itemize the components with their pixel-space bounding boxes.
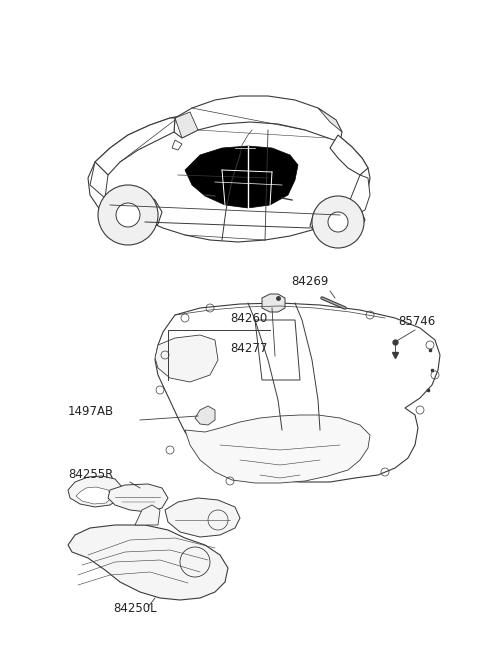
- Polygon shape: [155, 335, 218, 382]
- Text: 85746: 85746: [398, 315, 435, 328]
- Polygon shape: [90, 162, 108, 198]
- Polygon shape: [175, 112, 198, 138]
- Text: 84260: 84260: [230, 312, 267, 325]
- Polygon shape: [76, 487, 112, 504]
- Polygon shape: [318, 108, 342, 132]
- Text: 84277: 84277: [230, 342, 267, 355]
- Text: 84255R: 84255R: [68, 468, 113, 481]
- Polygon shape: [100, 192, 162, 234]
- Polygon shape: [165, 498, 240, 537]
- Polygon shape: [68, 525, 228, 600]
- Polygon shape: [174, 96, 342, 142]
- Polygon shape: [195, 406, 215, 425]
- Polygon shape: [172, 140, 182, 150]
- Circle shape: [98, 185, 158, 245]
- Polygon shape: [68, 476, 122, 507]
- Polygon shape: [135, 505, 160, 525]
- Polygon shape: [310, 200, 365, 240]
- Polygon shape: [95, 118, 175, 175]
- Polygon shape: [348, 175, 370, 215]
- Polygon shape: [185, 415, 370, 483]
- Circle shape: [116, 203, 140, 227]
- Text: 84250L: 84250L: [113, 602, 157, 615]
- Circle shape: [328, 212, 348, 232]
- Polygon shape: [262, 294, 285, 312]
- Text: 84269: 84269: [291, 275, 329, 288]
- Polygon shape: [330, 135, 368, 175]
- Polygon shape: [108, 484, 168, 512]
- Text: 1497AB: 1497AB: [68, 405, 114, 418]
- Polygon shape: [88, 110, 370, 242]
- Polygon shape: [155, 303, 440, 482]
- Circle shape: [312, 196, 364, 248]
- Polygon shape: [185, 146, 298, 208]
